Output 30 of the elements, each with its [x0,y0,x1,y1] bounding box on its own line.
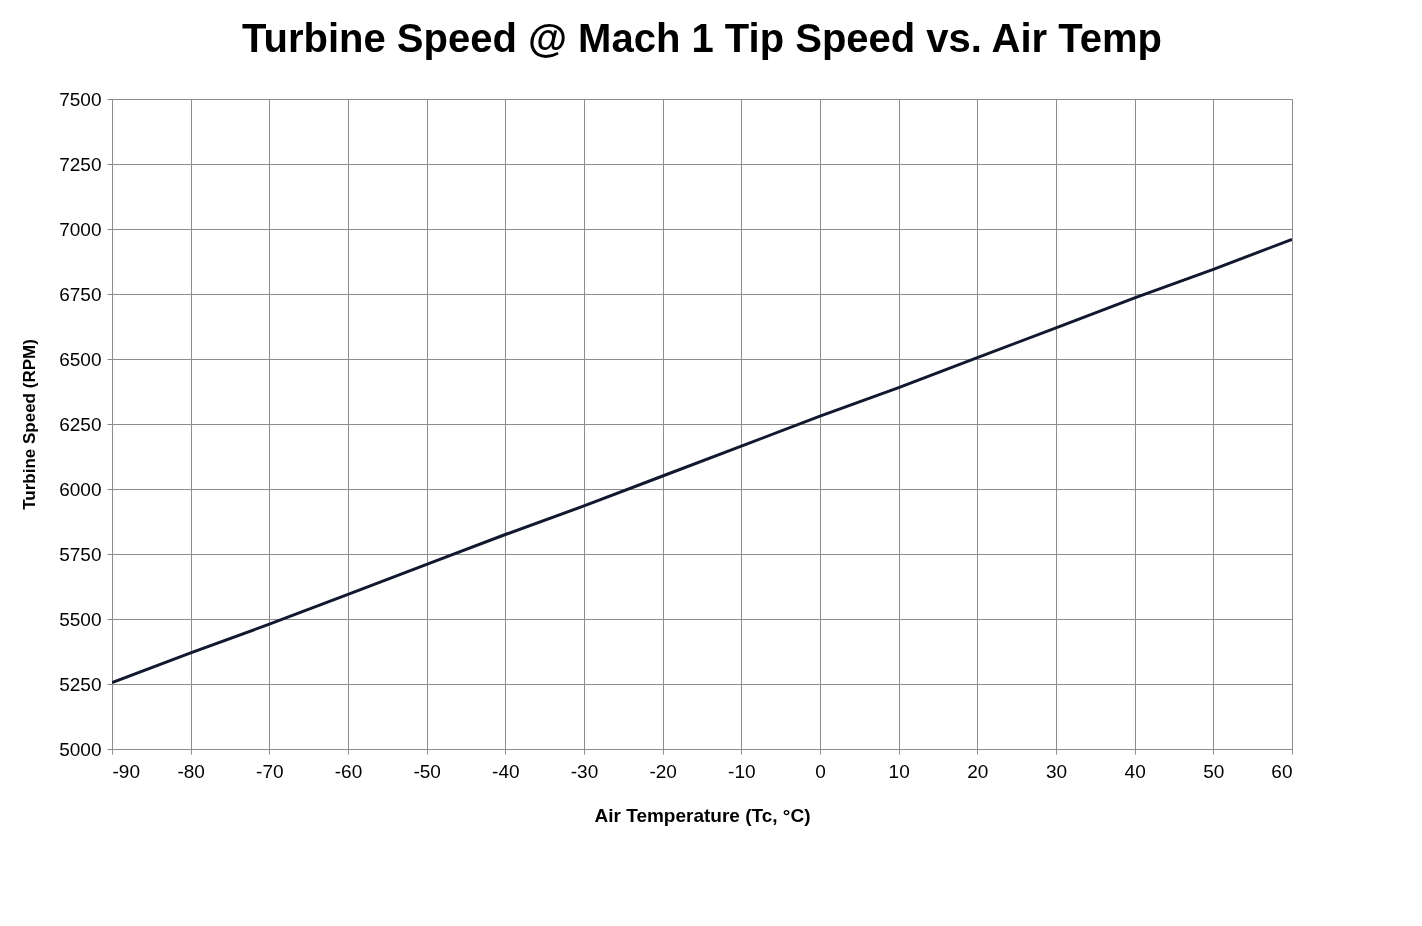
x-tick-label: 30 [1045,760,1068,782]
x-axis-title: Air Temperature (Tc, °C) [594,804,811,826]
y-tick-label: 6750 [59,283,102,305]
x-tick-label: -70 [256,760,284,782]
y-axis-title: Turbine Speed (RPM) [20,339,40,510]
y-tick-label: 7500 [59,88,102,110]
x-tick-label: 60 [1271,760,1293,782]
x-tick-label: -10 [728,760,756,782]
y-tick-label: 5250 [59,673,102,695]
y-tick-label: 6250 [59,413,102,435]
x-tick-label: -80 [177,760,205,782]
x-tick-label: -60 [334,760,363,782]
x-tick-label: -40 [492,760,520,782]
x-tick-label: 20 [967,760,989,782]
x-tick-label: -30 [570,760,599,782]
x-tick-label: 0 [815,760,826,782]
y-tick-label: 5750 [59,543,102,565]
y-tick-label: 5000 [59,738,102,760]
x-tick-label: 10 [888,760,910,782]
x-tick-label: -90 [112,760,140,782]
y-tick-label: 7000 [59,218,102,240]
x-tick-label: 40 [1124,760,1146,782]
chart-title: Turbine Speed @ Mach 1 Tip Speed vs. Air Temp [242,16,1162,60]
x-tick-label: 50 [1203,760,1225,782]
x-tick-label: -50 [413,760,441,782]
y-tick-label: 6500 [59,348,102,370]
y-tick-label: 7250 [59,153,102,175]
y-tick-label: 5500 [59,608,102,630]
y-tick-label: 6000 [59,478,102,500]
x-tick-label: -20 [649,760,677,782]
